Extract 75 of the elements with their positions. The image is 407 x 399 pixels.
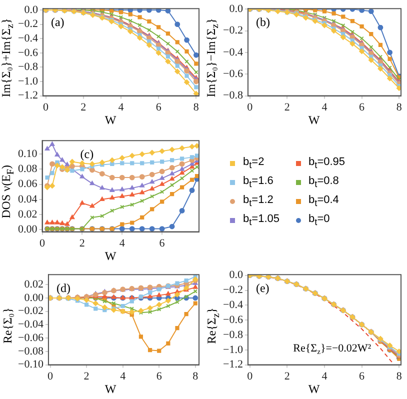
annotation: (e) bbox=[256, 280, 270, 295]
y-tick-label: 0.00 bbox=[24, 292, 44, 304]
x-tick-label: 6 bbox=[159, 237, 166, 250]
x-tick-label: 2 bbox=[284, 101, 290, 114]
y-tick-label: 0.0 bbox=[24, 4, 38, 16]
y-tick-label: −0.4 bbox=[18, 32, 38, 45]
y-tick-label: −0.2 bbox=[222, 284, 243, 296]
x-axis-title: W bbox=[307, 113, 321, 127]
annotation: (d) bbox=[56, 280, 70, 295]
y-tick-label: −0.4 bbox=[222, 299, 244, 312]
y-tick-label: 0.02 bbox=[24, 278, 44, 291]
annotation: (b) bbox=[256, 14, 270, 29]
legend-label: b$_{t}$=0.4 bbox=[308, 194, 339, 209]
x-tick-label: 8 bbox=[192, 370, 199, 382]
x-tick-label: 2 bbox=[84, 370, 90, 382]
y-tick-label: −0.4 bbox=[222, 46, 244, 58]
y-tick-label: −1.2 bbox=[222, 358, 243, 371]
x-axis-title: W bbox=[104, 113, 118, 127]
x-tick-label: 0 bbox=[247, 370, 254, 382]
y-tick-label: 0.0 bbox=[229, 269, 244, 282]
x-tick-label: 4 bbox=[118, 101, 124, 114]
y-tick-label: −0.6 bbox=[18, 46, 38, 59]
x-tick-label: 8 bbox=[193, 101, 200, 114]
legend-label: b$_{t}$=0 bbox=[308, 213, 330, 228]
y-tick-label: 0.06 bbox=[18, 178, 38, 190]
x-axis-title: W bbox=[104, 249, 118, 263]
x-tick-label: 0 bbox=[43, 101, 50, 114]
y-tick-label: −0.8 bbox=[222, 90, 244, 102]
legend-label: b$_{t}$=2 bbox=[243, 156, 264, 171]
x-tick-label: 6 bbox=[156, 101, 162, 114]
x-tick-label: 6 bbox=[156, 370, 162, 382]
annotation: (c) bbox=[80, 146, 94, 161]
x-tick-label: 6 bbox=[359, 370, 366, 382]
y-tick-label: −0.6 bbox=[222, 68, 244, 80]
x-tick-label: 8 bbox=[396, 101, 402, 114]
y-tick-label: 0.04 bbox=[18, 193, 38, 206]
y-tick-label: −0.04 bbox=[18, 318, 44, 331]
y-tick-label: 0.02 bbox=[18, 208, 38, 220]
annotation: (a) bbox=[50, 14, 64, 29]
x-tick-label: 2 bbox=[284, 370, 290, 382]
y-tick-label: 0.0 bbox=[229, 3, 244, 16]
x-tick-label: 4 bbox=[120, 370, 126, 382]
x-tick-label: 2 bbox=[79, 237, 85, 250]
x-tick-label: 0 bbox=[247, 101, 254, 114]
y-tick-label: −1.0 bbox=[18, 75, 38, 88]
x-tick-label: 4 bbox=[322, 101, 328, 114]
y-tick-label: −0.10 bbox=[18, 358, 44, 371]
y-tick-label: −1.0 bbox=[222, 344, 244, 356]
x-tick-label: 6 bbox=[359, 101, 366, 114]
y-tick-label: 0.00 bbox=[18, 223, 38, 236]
y-tick-label: 0.08 bbox=[18, 163, 38, 176]
x-tick-label: 0 bbox=[48, 370, 54, 382]
x-tick-label: 8 bbox=[396, 370, 402, 382]
x-tick-label: 4 bbox=[322, 370, 328, 382]
y-tick-label: 0.10 bbox=[18, 148, 38, 160]
y-tick-label: −0.02 bbox=[18, 305, 44, 318]
x-axis-title: W bbox=[307, 382, 321, 396]
y-axis-title: Re{Σ₀} bbox=[0, 307, 16, 344]
y-tick-label: −0.8 bbox=[18, 61, 38, 74]
legend-label: b$_{t}$=1.6 bbox=[243, 175, 274, 190]
y-tick-label: −1.2 bbox=[18, 90, 38, 102]
x-axis-title: W bbox=[104, 382, 118, 396]
legend-label: b$_{t}$=1.05 bbox=[243, 213, 280, 228]
legend-label: b$_{t}$=0.95 bbox=[308, 156, 346, 171]
y-tick-label: −0.6 bbox=[222, 314, 244, 326]
legend-label: b$_{t}$=0.8 bbox=[308, 175, 339, 190]
y-tick-label: −0.08 bbox=[18, 345, 44, 358]
x-tick-label: 0 bbox=[40, 237, 46, 250]
y-tick-label: −0.06 bbox=[18, 332, 44, 344]
legend-label: b$_{t}$=1.2 bbox=[243, 194, 274, 209]
x-tick-label: 4 bbox=[119, 237, 126, 250]
y-tick-label: −0.2 bbox=[18, 18, 38, 30]
y-tick-label: −0.8 bbox=[222, 328, 244, 341]
y-tick-label: −0.2 bbox=[222, 24, 243, 37]
x-tick-label: 2 bbox=[80, 101, 86, 114]
